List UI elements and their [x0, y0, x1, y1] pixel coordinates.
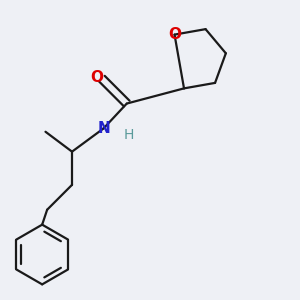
Text: O: O	[90, 70, 104, 85]
Text: O: O	[168, 27, 181, 42]
Text: H: H	[123, 128, 134, 142]
Text: N: N	[97, 121, 110, 136]
